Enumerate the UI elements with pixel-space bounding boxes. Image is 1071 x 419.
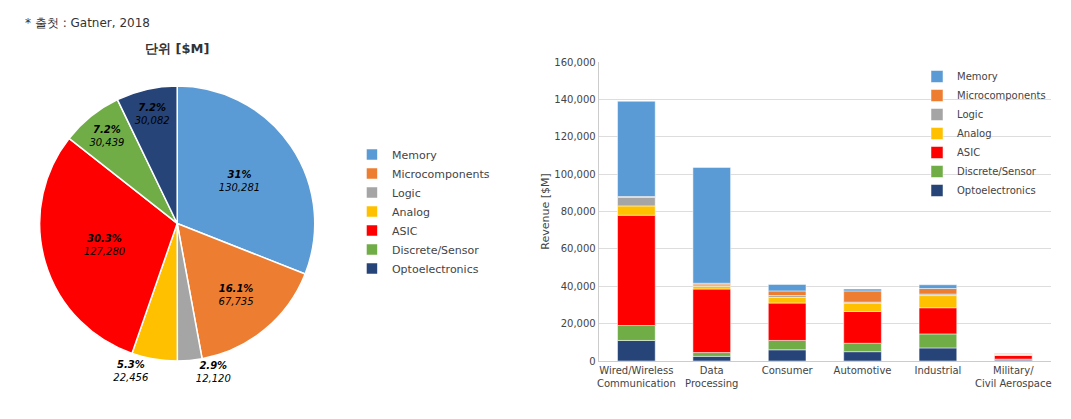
svg-text:5.3%22,456: 5.3%22,456 [113,359,148,383]
svg-text:7.2%30,439: 7.2%30,439 [89,124,124,148]
svg-text:31%130,281: 31%130,281 [219,169,260,193]
svg-text:Microcomponents: Microcomponents [957,90,1046,101]
svg-text:Logic: Logic [957,109,983,120]
svg-text:120,000: 120,000 [554,131,595,142]
svg-text:160,000: 160,000 [554,57,595,68]
svg-text:80,000: 80,000 [561,206,596,217]
svg-text:Industrial: Industrial [914,365,961,376]
svg-text:100,000: 100,000 [554,169,595,180]
svg-text:16.1%67,735: 16.1%67,735 [219,283,254,307]
svg-text:* 출첫 : Gatner, 2018: * 출첫 : Gatner, 2018 [25,16,150,30]
svg-text:Microcomponents: Microcomponents [392,168,490,181]
svg-text:7.2%30,082: 7.2%30,082 [135,102,170,126]
svg-text:Optoelectronics: Optoelectronics [392,263,479,276]
svg-text:DataProcessing: DataProcessing [685,365,738,389]
svg-text:Discrete/Sensor: Discrete/Sensor [392,244,479,257]
svg-text:0: 0 [589,356,595,367]
svg-text:Optoelectronics: Optoelectronics [957,185,1036,196]
svg-text:60,000: 60,000 [561,243,596,254]
svg-text:30.3%127,280: 30.3%127,280 [84,233,125,257]
svg-text:Memory: Memory [392,149,437,162]
svg-text:Military/Civil Aerospace: Military/Civil Aerospace [975,365,1052,389]
svg-text:단위 [$M]: 단위 [$M] [145,41,209,56]
svg-text:Consumer: Consumer [762,365,814,376]
svg-text:Memory: Memory [957,71,998,82]
svg-text:Revenue [$M]: Revenue [$M] [539,173,552,249]
svg-text:140,000: 140,000 [554,94,595,105]
svg-text:ASIC: ASIC [392,225,418,238]
svg-text:ASIC: ASIC [957,147,980,158]
svg-text:Analog: Analog [957,128,992,139]
svg-text:Automotive: Automotive [834,365,892,376]
svg-text:Logic: Logic [392,187,421,200]
svg-text:2.9%12,120: 2.9%12,120 [196,360,231,384]
svg-text:40,000: 40,000 [561,281,596,292]
svg-text:Discrete/Sensor: Discrete/Sensor [957,166,1037,177]
svg-text:Analog: Analog [392,206,430,219]
svg-text:Wired/WirelessCommunication: Wired/WirelessCommunication [597,365,676,389]
svg-text:20,000: 20,000 [561,318,596,329]
